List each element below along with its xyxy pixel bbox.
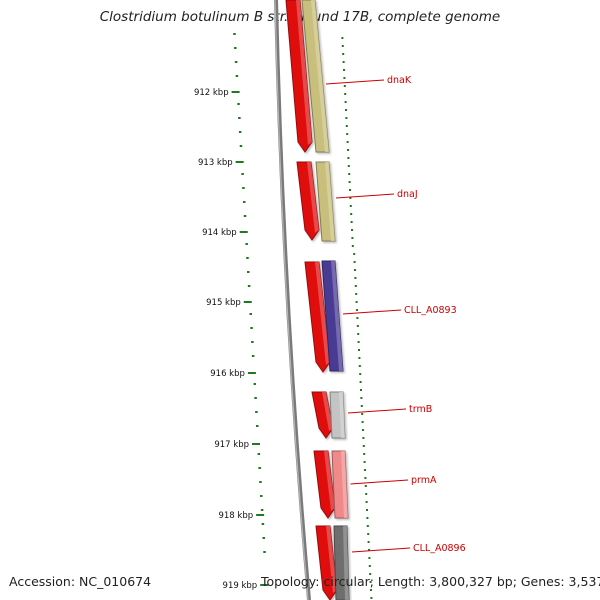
gene-label-leader	[342, 309, 402, 315]
ruler-tick-label: 917 kbp	[214, 440, 249, 450]
forward-gene-highlight	[326, 526, 337, 593]
gene-block-highlight	[339, 392, 345, 438]
gene-block-highlight	[341, 451, 348, 518]
gene-label-CLL_A0896: CLL_A0896	[413, 543, 466, 554]
backbone-line	[274, 0, 311, 600]
gene-label-leader	[351, 547, 411, 553]
ruler-tick-label: 915 kbp	[206, 298, 241, 308]
ruler-tick-label: 916 kbp	[210, 369, 245, 379]
gene-block-highlight	[311, 0, 329, 152]
gene-labels: dnaK dnaJ CLL_A0893 trmB prmA CLL_A0896	[325, 75, 466, 554]
forward-gene-highlight	[315, 262, 330, 365]
gene-label-leader	[350, 479, 409, 485]
gene-block-highlight	[325, 162, 335, 241]
forward-gene-highlight	[324, 451, 335, 511]
ruler-tick-label: 912 kbp	[194, 88, 229, 98]
gene-label-CLL_A0893: CLL_A0893	[404, 305, 457, 316]
gene-block-highlight	[343, 526, 349, 600]
backbone-highlight	[274, 0, 309, 600]
ruler-tick-label: 918 kbp	[218, 511, 253, 521]
gene-label-dnaK: dnaK	[387, 75, 412, 86]
kbp-ruler: 912 kbp 913 kbp 914 kbp 915 kbp 916 kbp 917 k…	[194, 33, 373, 599]
genome-backbone	[274, 0, 311, 600]
gene-track	[301, 0, 350, 600]
gene-block-highlight	[331, 261, 343, 371]
forward-gene-highlight	[296, 0, 312, 145]
ruler-tick-label: 913 kbp	[198, 158, 233, 168]
ruler-tick-label: 914 kbp	[202, 228, 237, 238]
gene-label-leader	[335, 193, 395, 199]
gene-label-prmA: prmA	[411, 475, 437, 486]
gene-label-leader	[347, 408, 407, 414]
gene-label-trmB: trmB	[409, 404, 432, 415]
ruler-tick-label: 919 kbp	[223, 581, 258, 591]
genome-summary: Topology: circular; Length: 3,800,327 bp…	[261, 574, 600, 589]
gene-label-leader	[325, 79, 385, 85]
accession-label: Accession: NC_010674	[9, 574, 152, 589]
forward-gene-highlight	[307, 162, 319, 233]
gene-label-dnaJ: dnaJ	[397, 189, 418, 200]
forward-gene-highlight	[322, 392, 333, 431]
forward-strand-track	[285, 0, 338, 600]
